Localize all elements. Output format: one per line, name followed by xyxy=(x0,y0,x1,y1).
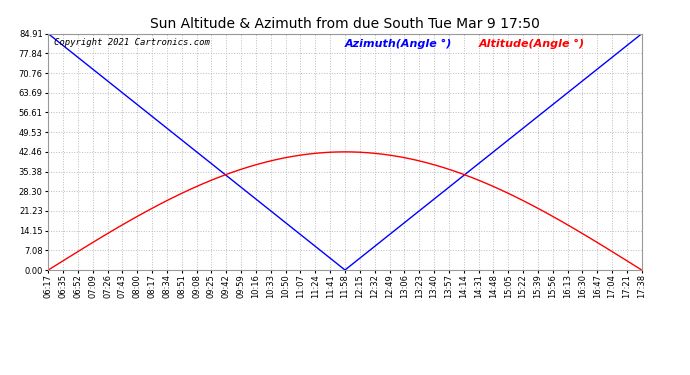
Text: Azimuth(Angle °): Azimuth(Angle °) xyxy=(345,39,453,48)
Text: Copyright 2021 Cartronics.com: Copyright 2021 Cartronics.com xyxy=(55,39,210,48)
Title: Sun Altitude & Azimuth from due South Tue Mar 9 17:50: Sun Altitude & Azimuth from due South Tu… xyxy=(150,17,540,31)
Text: Altitude(Angle °): Altitude(Angle °) xyxy=(479,39,584,48)
